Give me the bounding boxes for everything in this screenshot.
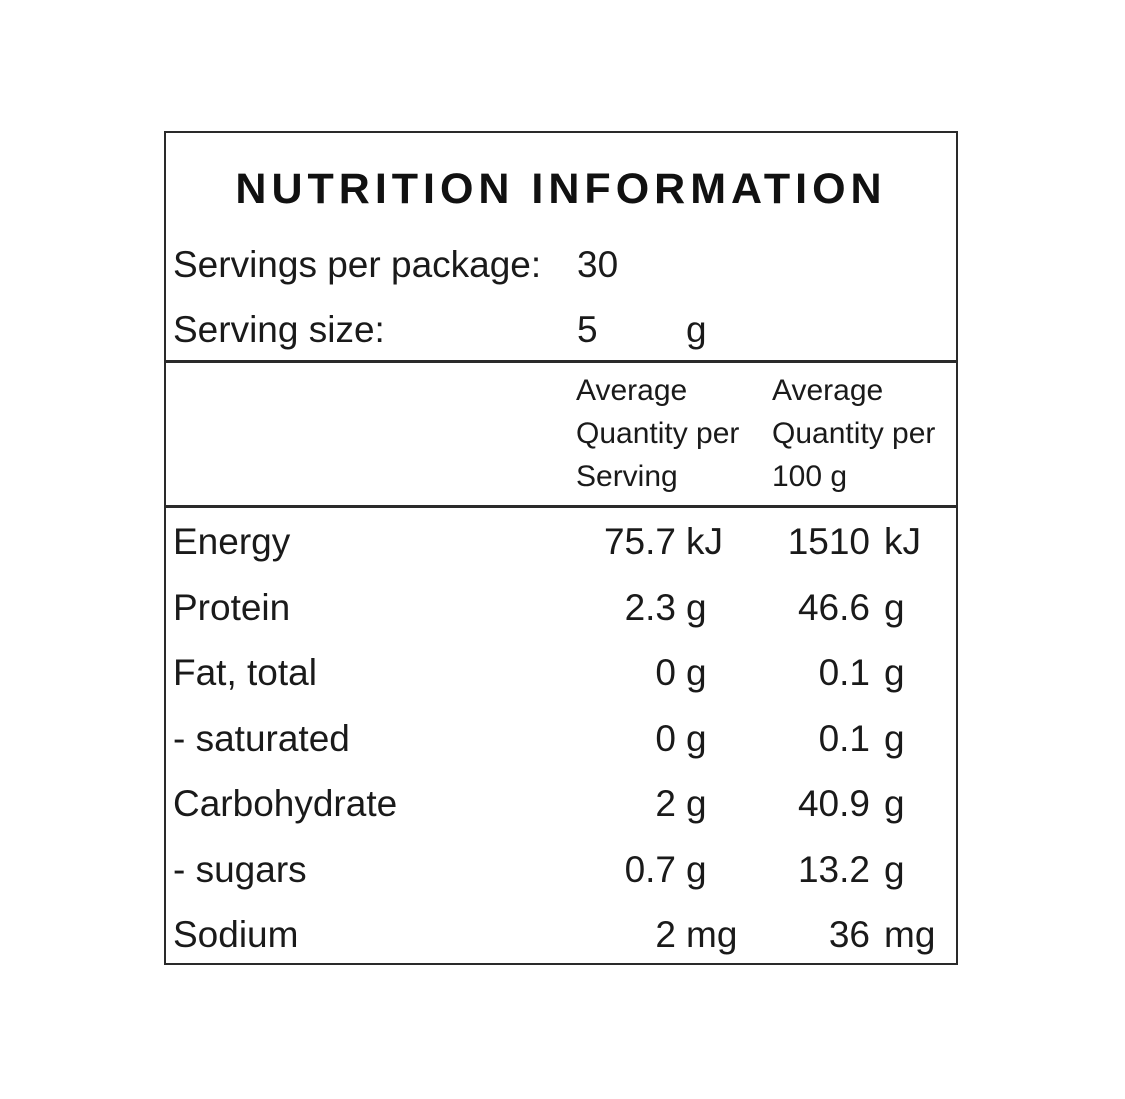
per-100g-unit: g xyxy=(884,718,905,759)
column-header-per-serving-line: Quantity per xyxy=(576,417,740,450)
nutrient-name: Energy xyxy=(173,521,291,562)
per-100g-unit: g xyxy=(884,652,905,693)
per-100g-value: 1510 xyxy=(787,521,870,562)
per-serving-unit: g xyxy=(686,849,707,890)
per-100g-unit: g xyxy=(884,783,905,824)
nutrient-name: - sugars xyxy=(173,849,307,890)
per-serving-value: 0.7 xyxy=(624,849,676,890)
header-divider xyxy=(166,360,956,363)
per-serving-unit: mg xyxy=(686,914,738,955)
per-100g-value: 36 xyxy=(828,914,870,955)
serving-size-value: 5 xyxy=(577,309,598,350)
per-100g-unit: g xyxy=(884,849,905,890)
per-serving-value: 75.7 xyxy=(603,521,676,562)
per-serving-unit: g xyxy=(686,718,707,759)
per-serving-value: 0 xyxy=(655,718,676,759)
per-serving-value: 2 xyxy=(655,783,676,824)
per-serving-unit: g xyxy=(686,587,707,628)
nutrient-row-saturated: - saturated 0 g 0.1 g xyxy=(166,706,956,772)
nutrient-row-carbohydrate: Carbohydrate 2 g 40.9 g xyxy=(166,771,956,837)
per-100g-unit: kJ xyxy=(884,521,921,562)
per-serving-unit: kJ xyxy=(686,521,723,562)
nutrient-name: Fat, total xyxy=(173,652,317,693)
per-serving-value: 2 xyxy=(655,914,676,955)
column-header-per-serving: Average Quantity per Serving xyxy=(576,369,739,498)
nutrition-information-panel: NUTRITION INFORMATION Servings per packa… xyxy=(164,131,958,965)
per-serving-value: 0 xyxy=(655,652,676,693)
serving-size-unit: g xyxy=(686,309,707,350)
per-100g-value: 46.6 xyxy=(797,587,870,628)
servings-per-package-value: 30 xyxy=(577,244,619,285)
column-header-per-100g-line: 100 g xyxy=(772,460,848,493)
column-header-per-serving-line: Average xyxy=(576,374,688,407)
per-100g-value: 0.1 xyxy=(818,652,870,693)
per-serving-unit: g xyxy=(686,783,707,824)
column-header-per-100g: Average Quantity per 100 g xyxy=(772,369,935,498)
per-100g-value: 13.2 xyxy=(797,849,870,890)
serving-size-label: Serving size: xyxy=(173,309,385,350)
servings-per-package-label: Servings per package: xyxy=(173,244,542,285)
panel-title: NUTRITION INFORMATION xyxy=(235,165,887,213)
per-100g-value: 40.9 xyxy=(797,783,870,824)
nutrient-name: - saturated xyxy=(173,718,350,759)
column-header-per-100g-line: Average xyxy=(772,374,884,407)
per-100g-value: 0.1 xyxy=(818,718,870,759)
nutrient-row-sugars: - sugars 0.7 g 13.2 g xyxy=(166,837,956,903)
per-100g-unit: mg xyxy=(884,914,936,955)
column-header-per-serving-line: Serving xyxy=(576,460,678,493)
table-divider xyxy=(166,505,956,508)
nutrient-name: Carbohydrate xyxy=(173,783,398,824)
column-header-per-100g-line: Quantity per xyxy=(772,417,936,450)
nutrient-row-sodium: Sodium 2 mg 36 mg xyxy=(166,902,956,968)
nutrient-row-fat-total: Fat, total 0 g 0.1 g xyxy=(166,640,956,706)
nutrient-name: Sodium xyxy=(173,914,299,955)
nutrient-row-energy: Energy 75.7 kJ 1510 kJ xyxy=(166,509,956,575)
nutrient-name: Protein xyxy=(173,587,291,628)
per-serving-unit: g xyxy=(686,652,707,693)
per-serving-value: 2.3 xyxy=(624,587,676,628)
nutrient-row-protein: Protein 2.3 g 46.6 g xyxy=(166,575,956,641)
per-100g-unit: g xyxy=(884,587,905,628)
